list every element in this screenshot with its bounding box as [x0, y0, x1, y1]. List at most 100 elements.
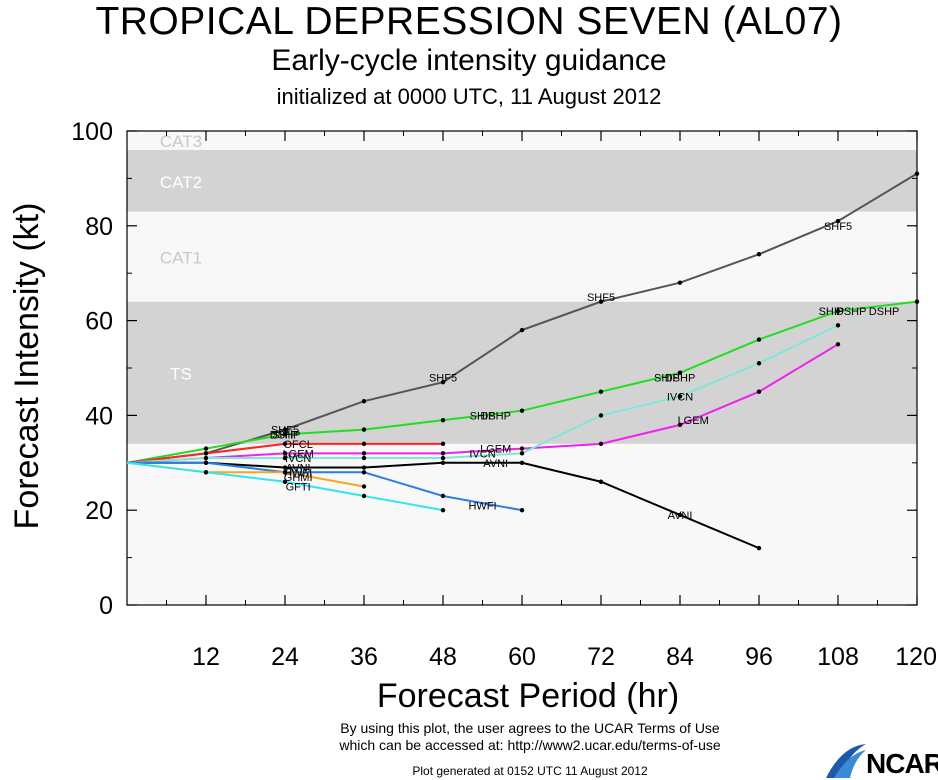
point-lgem [835, 342, 841, 347]
label-shf5: SHF5 [429, 372, 457, 384]
point-ivcn [440, 455, 446, 461]
initialized-time: initialized at 0000 UTC, 11 August 2012 [276, 84, 662, 109]
terms-line-1: By using this plot, the user agrees to t… [340, 720, 720, 736]
chart-title: TROPICAL DEPRESSION SEVEN (AL07) [95, 0, 843, 43]
label-ghmi: GHMI [284, 472, 313, 484]
intensity-bands: TS CAT1 CAT2 CAT3 [127, 131, 917, 605]
chart-subtitle: Early-cycle intensity guidance [271, 44, 667, 77]
point-lgem [756, 389, 762, 394]
point-shf5 [282, 427, 288, 432]
band-cat2 [127, 149, 917, 212]
label-avni: AVNI [483, 458, 508, 470]
point-shf5 [677, 280, 683, 285]
point-lgem [282, 451, 288, 456]
label-ivcn: IVCN [667, 391, 693, 403]
y-axis-label: Forecast Intensity (kt) [8, 203, 46, 530]
point-ofcl [282, 441, 288, 447]
y-tick-label: 20 [85, 497, 113, 525]
point-ivcn [361, 455, 367, 461]
point-ofcl [203, 451, 209, 456]
point-ghmi [361, 484, 367, 489]
band-label-cat1: CAT1 [160, 249, 202, 268]
point-hwfi [361, 470, 367, 475]
point-ivcn [519, 451, 525, 456]
point-lgem [677, 422, 683, 428]
series-lines [126, 171, 920, 551]
point-lgem [361, 451, 367, 456]
point-shf5 [914, 171, 920, 176]
label-ship: SHIP [654, 372, 680, 384]
label-lgem: LGEM [480, 444, 511, 456]
label-ofcl: OFCL [283, 439, 312, 451]
point-avni [756, 545, 762, 551]
band-below-ts [127, 443, 917, 605]
x-tick-label: 12 [192, 643, 220, 671]
point-ivcn [756, 361, 762, 366]
point-hwfi [203, 460, 209, 465]
point-shf5 [756, 252, 762, 257]
band-ts [127, 301, 917, 444]
point-lgem [519, 446, 525, 451]
point-gfti [203, 470, 209, 475]
label-avni: AVNI [668, 510, 693, 522]
band-cat1 [127, 211, 917, 302]
point-avni [677, 512, 683, 518]
point-dshp [282, 432, 288, 437]
label-ivcn: IVCN [285, 453, 311, 465]
point-dshp [440, 417, 446, 423]
point-dshp [914, 299, 920, 304]
label-avni: AVNI [286, 463, 311, 475]
band-label-ts: TS [170, 365, 192, 384]
point-shf5 [440, 380, 446, 385]
label-shf5: SHF5 [271, 425, 299, 437]
point-dshp [598, 389, 604, 394]
point-ofcl [440, 441, 446, 447]
intensity-chart: TS CAT1 CAT2 CAT3 0 20 40 60 80 100 12 24 36 48 60 72 8… [8, 118, 937, 715]
x-tick-label: 84 [666, 643, 694, 671]
x-tick-label: 108 [817, 643, 859, 671]
terms-line-2: which can be accessed at: http://www2.uc… [339, 737, 721, 753]
axes: 0 20 40 60 80 100 12 24 36 48 60 72 84 96 108 120 [71, 118, 937, 671]
x-tick-label: 72 [587, 643, 615, 671]
label-shf5: SHF5 [587, 292, 615, 304]
x-tick-label: 36 [350, 643, 378, 671]
point-dshp [519, 408, 525, 413]
band-label-cat3: CAT3 [160, 132, 202, 151]
y-tick-label: 100 [71, 118, 113, 146]
label-ship: SHIP [819, 306, 845, 318]
point-shf5 [361, 398, 367, 404]
point-ofcl [361, 441, 367, 447]
series-hwfi [127, 461, 523, 512]
point-avni [361, 465, 367, 470]
point-avni [440, 460, 446, 465]
point-dshp [677, 370, 683, 375]
point-lgem [598, 441, 604, 447]
point-ivcn [835, 323, 841, 328]
label-lgem: LGEM [678, 415, 709, 427]
label-hwfi: HWFI [468, 500, 496, 512]
point-ghmi [282, 470, 288, 475]
point-gfti [361, 493, 367, 499]
x-axis-label: Forecast Period (hr) [377, 677, 679, 715]
label-lgem: LGEM [283, 448, 314, 460]
point-lgem [440, 451, 446, 456]
point-dshp [835, 308, 841, 314]
y-tick-label: 80 [85, 213, 113, 241]
label-shf5: SHF5 [824, 221, 852, 233]
point-shf5 [598, 299, 604, 304]
point-ivcn [282, 455, 288, 461]
y-tick-label: 0 [99, 592, 113, 620]
generated-time: Plot generated at 0152 UTC 11 August 201… [412, 764, 648, 778]
label-dshp: DSHP [869, 306, 900, 318]
x-tick-label: 24 [271, 643, 299, 671]
label-hwfi: HWFI [284, 467, 312, 479]
series-ivcn [126, 324, 839, 464]
point-ivcn [677, 394, 683, 399]
point-shf5 [519, 327, 525, 333]
point-avni [519, 460, 525, 465]
label-gfti: GFTI [286, 482, 311, 494]
label-dshp: DSHP [665, 372, 696, 384]
x-tick-label: 120 [895, 643, 937, 671]
series-lgem [126, 343, 839, 464]
point-ivcn [598, 413, 604, 418]
